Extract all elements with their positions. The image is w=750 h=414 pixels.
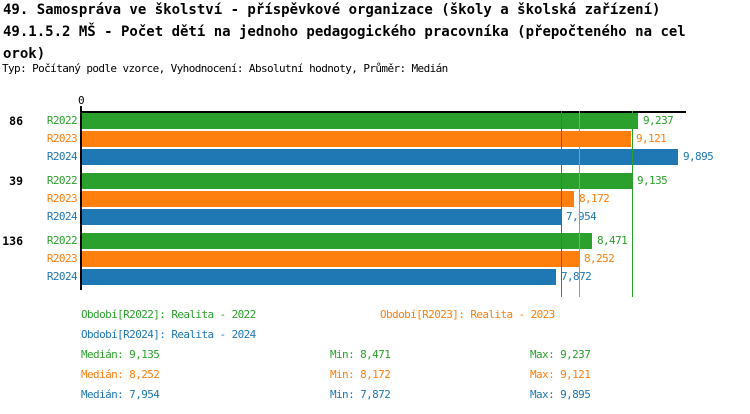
page-title-line-2: 49.1.5.2 MŠ - Počet dětí na jednoho peda… (3, 24, 686, 40)
group-label-86: 86 (9, 114, 23, 128)
y-axis-line (80, 111, 82, 290)
page-title-line-3: orok) (3, 46, 46, 62)
x-axis-zero-tick-label: 0 (77, 94, 85, 107)
bar-value-label: 9,237 (643, 114, 674, 127)
stat-max-r2023: Max: 9,121 (530, 368, 591, 381)
bar-value-label: 9,895 (683, 150, 714, 163)
bar-value-label: 7,954 (566, 210, 597, 223)
bar-value-label: 8,252 (584, 252, 615, 265)
stat-min-r2023: Min: 8,172 (330, 368, 391, 381)
x-axis-line (80, 111, 686, 113)
legend-item-r2023: Období[R2023]: Realita - 2023 (380, 308, 555, 321)
x-axis-zero-tick-mark (80, 106, 82, 112)
bar-series-label: R2024 (46, 270, 78, 283)
bar-series-label: R2022 (46, 174, 78, 187)
bar-series-label: R2023 (46, 192, 78, 205)
bar-series-label: R2022 (46, 114, 78, 127)
bar-series-label: R2022 (46, 234, 78, 247)
bar-R2023-group-39 (82, 191, 574, 207)
bar-R2024-group-136 (82, 269, 556, 285)
stat-min-r2024: Min: 7,872 (330, 388, 391, 401)
stat-median-r2023: Medián: 8,252 (81, 368, 160, 381)
stat-median-r2024: Medián: 7,954 (81, 388, 160, 401)
bar-series-label: R2023 (46, 252, 78, 265)
median-line-R2022 (632, 111, 633, 297)
indicator-meta-line: Typ: Počítaný podle vzorce, Vyhodnocení:… (2, 62, 448, 75)
bar-R2022-group-86 (82, 113, 638, 129)
page-title-line-1: 49. Samospráva ve školství - příspěvkové… (3, 2, 661, 18)
stat-min-r2022: Min: 8,471 (330, 348, 391, 361)
median-line-R2024 (561, 111, 562, 297)
bar-series-label: R2024 (46, 150, 78, 163)
stat-max-r2024: Max: 9,895 (530, 388, 591, 401)
bar-series-label: R2024 (46, 210, 78, 223)
median-line-R2023 (579, 111, 580, 297)
group-label-136: 136 (2, 234, 23, 248)
stat-median-r2022: Medián: 9,135 (81, 348, 160, 361)
bar-series-label: R2023 (46, 132, 78, 145)
bar-R2023-group-86 (82, 131, 631, 147)
bar-value-label: 9,135 (637, 174, 668, 187)
stat-max-r2022: Max: 9,237 (530, 348, 591, 361)
bar-R2023-group-136 (82, 251, 579, 267)
bar-R2022-group-39 (82, 173, 632, 189)
legend-item-r2024: Období[R2024]: Realita - 2024 (81, 328, 256, 341)
group-label-39: 39 (9, 174, 23, 188)
bar-value-label: 8,172 (579, 192, 610, 205)
bar-R2022-group-136 (82, 233, 592, 249)
bar-value-label: 9,121 (636, 132, 667, 145)
bar-value-label: 8,471 (597, 234, 628, 247)
bar-value-label: 7,872 (561, 270, 592, 283)
bar-R2024-group-39 (82, 209, 561, 225)
legend-item-r2022: Období[R2022]: Realita - 2022 (81, 308, 256, 321)
bar-R2024-group-86 (82, 149, 678, 165)
